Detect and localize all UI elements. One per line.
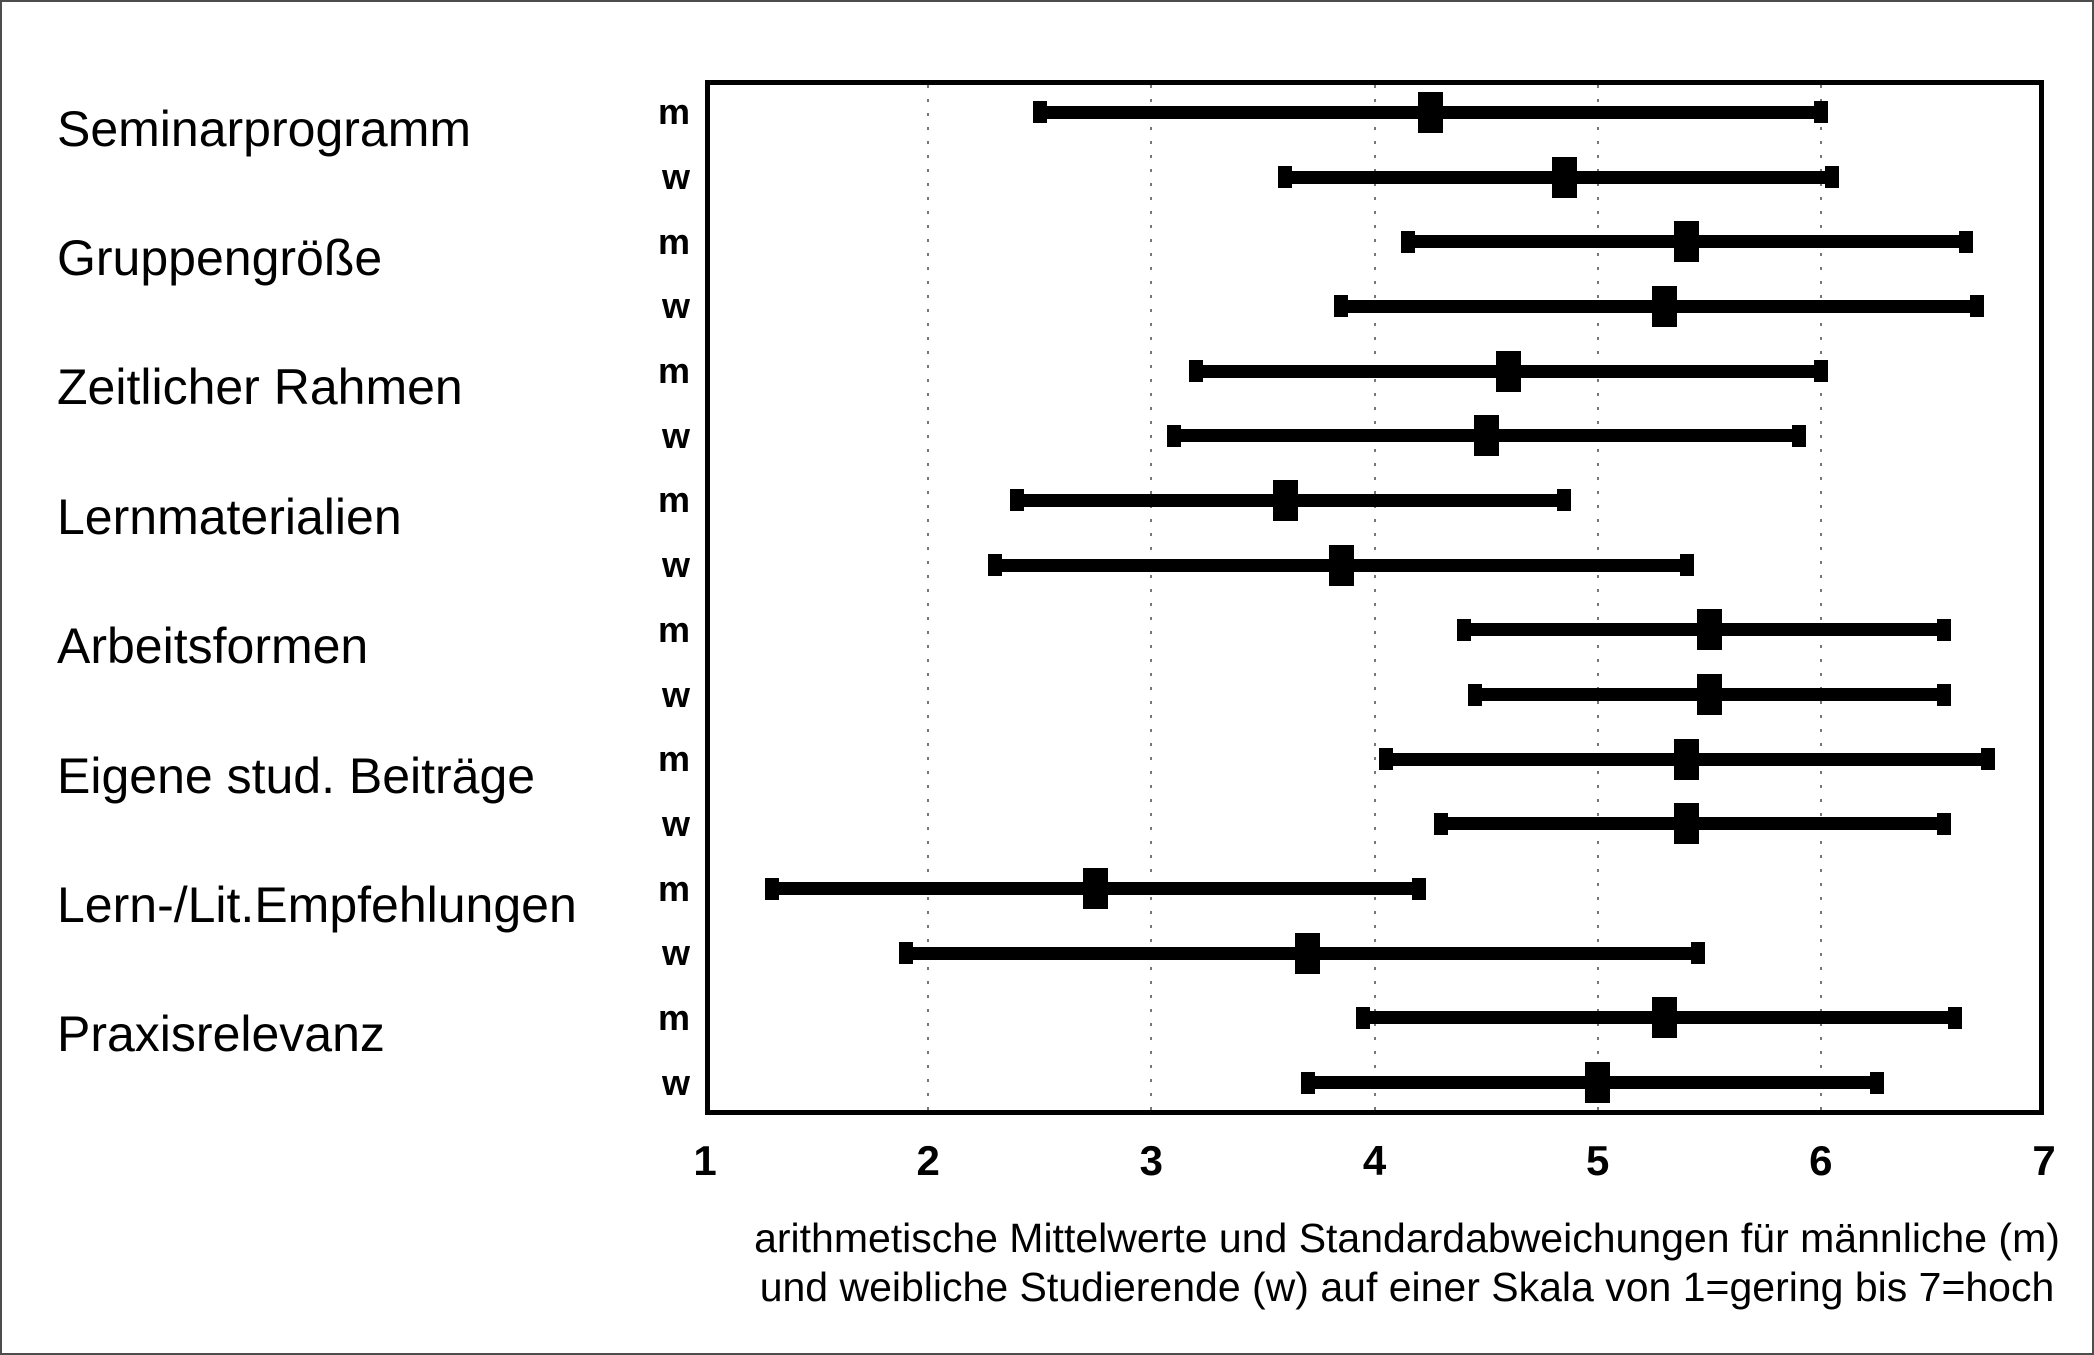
gender-label-w: w (661, 414, 690, 456)
whisker-cap-low (988, 554, 1003, 577)
whisker-cap-low (1188, 360, 1203, 383)
mean-marker (1696, 609, 1722, 651)
mean-marker (1328, 544, 1354, 586)
gender-label-m: m (657, 738, 690, 780)
x-tick-label: 2 (916, 1137, 940, 1184)
x-tick-label: 1 (693, 1137, 717, 1184)
gender-label-w: w (661, 544, 690, 586)
category-label: Lern-/Lit.Empfehlungen (57, 876, 577, 933)
gender-label-w: w (661, 802, 690, 844)
mean-marker (1551, 156, 1577, 198)
mean-marker (1652, 285, 1678, 327)
gender-label-m: m (657, 479, 690, 521)
whisker-cap-high (1958, 230, 1973, 253)
category-label: Praxisrelevanz (57, 1006, 385, 1063)
whisker-cap-low (1456, 618, 1471, 641)
gridline (1150, 85, 1153, 1110)
mean-marker (1652, 997, 1678, 1039)
caption-line-1: arithmetische Mittelwerte und Standardab… (754, 1215, 2060, 1261)
whisker-cap-high (1412, 877, 1427, 900)
category-label: Seminarprogramm (57, 100, 472, 157)
whisker-cap-low (898, 942, 913, 965)
category-label: Lernmaterialien (57, 488, 402, 545)
caption: arithmetische Mittelwerte und Standardab… (712, 1214, 2092, 1312)
whisker-cap-low (1467, 683, 1482, 706)
whisker-cap-high (1936, 683, 1951, 706)
gender-label-m: m (657, 996, 690, 1038)
mean-marker (1674, 221, 1700, 263)
whisker-cap-low (1278, 166, 1293, 189)
whisker-cap-high (1691, 942, 1706, 965)
category-label: Arbeitsformen (57, 618, 369, 675)
whisker-cap-high (1970, 295, 1985, 318)
mean-marker (1272, 479, 1298, 521)
category-label: Gruppengröße (57, 230, 383, 287)
gender-label-w: w (661, 156, 690, 198)
gender-label-m: m (657, 220, 690, 262)
whisker-cap-low (764, 877, 779, 900)
whisker-cap-high (1981, 748, 1996, 771)
gender-label-m: m (657, 867, 690, 909)
gender-label-m: m (657, 608, 690, 650)
mean-marker (1473, 415, 1499, 457)
x-tick-label: 5 (1585, 1137, 1610, 1184)
mean-marker (1295, 932, 1321, 974)
x-tick-label: 4 (1362, 1137, 1387, 1184)
x-tick-label: 7 (2032, 1137, 2056, 1184)
mean-marker (1696, 674, 1722, 716)
gender-label-w: w (661, 932, 690, 974)
whisker-cap-high (1813, 101, 1828, 124)
gridline (927, 85, 930, 1110)
mean-marker (1674, 738, 1700, 780)
gender-label-w: w (661, 673, 690, 715)
category-label: Eigene stud. Beiträge (57, 747, 536, 804)
gridline (1819, 85, 1822, 1110)
whisker-cap-high (1791, 424, 1806, 447)
whisker-cap-high (1936, 812, 1951, 835)
gender-label-m: m (657, 350, 690, 392)
gender-label-m: m (657, 91, 690, 133)
whisker-cap-low (1400, 230, 1415, 253)
whisker-cap-low (1356, 1006, 1371, 1029)
whisker-cap-low (1434, 812, 1449, 835)
whisker-cap-low (1032, 101, 1047, 124)
whisker-cap-low (1378, 748, 1393, 771)
gender-label-w: w (661, 285, 690, 327)
gridline (1596, 85, 1599, 1110)
whisker-cap-high (1813, 360, 1828, 383)
whisker-cap-low (1010, 489, 1025, 512)
mean-marker (1495, 350, 1521, 392)
whisker-cap-high (1936, 618, 1951, 641)
whisker-cap-high (1947, 1006, 1962, 1029)
caption-line-2: und weibliche Studierende (w) auf einer … (759, 1264, 2055, 1310)
whisker-cap-high (1679, 554, 1694, 577)
mean-marker (1083, 868, 1109, 910)
x-tick-label: 3 (1139, 1137, 1163, 1184)
whisker-cap-high (1824, 166, 1839, 189)
whisker-cap-low (1166, 424, 1181, 447)
category-label: Zeitlicher Rahmen (57, 359, 463, 416)
whisker-cap-high (1557, 489, 1572, 512)
x-tick-label: 6 (1809, 1137, 1833, 1184)
mean-marker (1585, 1062, 1611, 1104)
whisker-cap-low (1334, 295, 1349, 318)
gender-label-w: w (661, 1061, 690, 1103)
mean-marker (1417, 91, 1443, 133)
mean-marker (1674, 803, 1700, 845)
whisker-cap-low (1300, 1071, 1315, 1094)
gridline (1373, 85, 1376, 1110)
whisker-cap-high (1869, 1071, 1884, 1094)
